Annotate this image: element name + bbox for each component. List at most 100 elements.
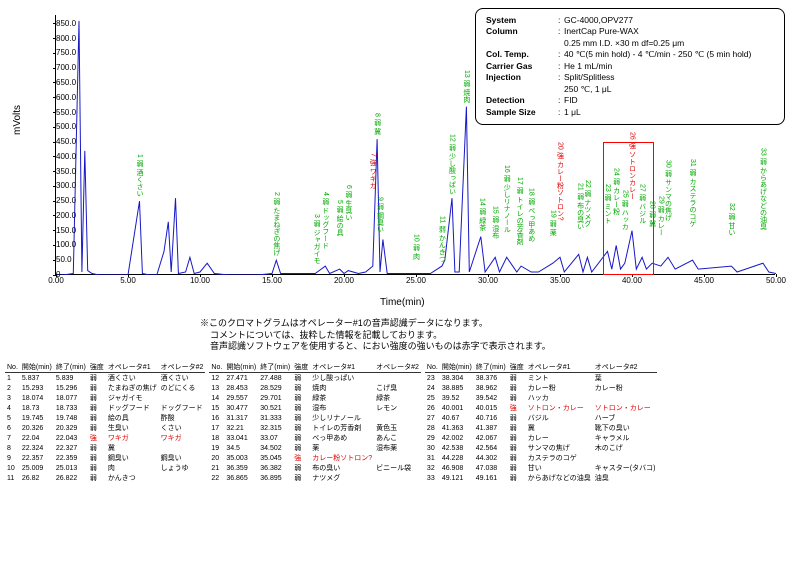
peak-label: 27 弱 バジル — [639, 184, 646, 224]
peak-label: 26 強 ソトロンカレー — [629, 132, 636, 200]
peak-label: 21 弱 布の臭い — [577, 183, 584, 230]
peak-label: 33 弱 からあげなどの油臭 — [760, 148, 767, 230]
table-row: 2942.00242.067弱カレーキャラメル — [425, 433, 657, 443]
table-header: 開始(min) — [440, 362, 474, 373]
peak-label: 3 弱 ジャガイモ — [313, 214, 320, 264]
table-header: 終了(min) — [54, 362, 88, 373]
peak-label: 12 弱 少し酸っぱい — [449, 134, 456, 195]
table-row: 1631.31731.333弱少しリナノール — [209, 413, 421, 423]
table-row: 1530.47730.521弱湿布レモン — [209, 403, 421, 413]
table-row: 1227.47127.488弱少し酸っぱい — [209, 373, 421, 384]
peak-label: 7 強 ワキガ — [369, 153, 376, 189]
peak-label: 19 弱 薬 — [549, 210, 556, 236]
table-row: 1833.04133.07弱べっ甲あめあんこ — [209, 433, 421, 443]
table-header: オペレータ#2 — [374, 362, 421, 373]
peak-label: 1 弱 酒くさい — [136, 154, 143, 197]
peak-label: 6 弱 生臭い — [345, 185, 352, 221]
peak-label: 22 弱 ナツメグ — [584, 180, 591, 227]
peak-label: 9 弱 鋼臭い — [377, 197, 384, 233]
info-row: Column:InertCap Pure-WAX — [486, 26, 774, 37]
table-header: オペレータ#1 — [526, 362, 593, 373]
table-row: 3349.12149.161弱からあげなどの油臭油臭 — [425, 473, 657, 483]
footnote-line: 音声認識ソフトウェアを使用すると、におい強度の強いものは赤字で表示されます。 — [200, 341, 551, 353]
table-header: 終了(min) — [474, 362, 508, 373]
table-row: 1934.534.502弱薬湿布薬 — [209, 443, 421, 453]
peak-label: 31 弱 カステラのコゲ — [689, 159, 696, 227]
table-row: 2035.00335.045強カレー粉ソトロン? — [209, 453, 421, 463]
peak-label: 17 弱 トイレの芳香剤 — [516, 177, 523, 245]
table-header: 強度 — [292, 362, 310, 373]
peak-subtable: No.開始(min)終了(min)強度オペレータ#1オペレータ#21227.47… — [209, 362, 421, 483]
table-row: 2338.30438.376弱ミント葉 — [425, 373, 657, 384]
table-row: 3042.53842.564弱サンマの焦げ木のこげ — [425, 443, 657, 453]
peak-label: 29 弱 カレー — [657, 196, 664, 236]
table-row: 2438.88538.962弱カレー粉カレー粉 — [425, 383, 657, 393]
table-header: オペレータ#1 — [310, 362, 374, 373]
y-axis-label: mVolts — [12, 105, 23, 135]
table-header: 強度 — [88, 362, 106, 373]
peak-label: 2 弱 たまねぎの焦げ — [273, 192, 280, 256]
peak-label: 11 弱 かんきつ — [438, 216, 445, 262]
method-info-box: System:GC-4000,OPV277Column:InertCap Pur… — [475, 8, 785, 125]
table-row: 418.7318.733弱ドッグフードドッグフード — [5, 403, 205, 413]
peak-label: 24 弱 カレー粉 — [613, 168, 620, 215]
table-row: 822.32422.327弱冀 — [5, 443, 205, 453]
info-row: 250 ℃, 1 μL — [486, 84, 774, 95]
peak-label: 8 弱 冀 — [374, 113, 381, 135]
table-row: 620.32620.329弱生臭いくさい — [5, 423, 205, 433]
table-header: 開始(min) — [224, 362, 258, 373]
footnote: ※このクロマトグラムはオペレーター#1の音声認識データになります。 コメントにつ… — [200, 318, 551, 353]
table-row: 922.35722.359弱鋼臭い鋼臭い — [5, 453, 205, 463]
table-row: 2841.36341.387弱冀靴下の臭い — [425, 423, 657, 433]
table-header: オペレータ#2 — [159, 362, 206, 373]
footnote-line: コメントについては、抜粋した情報を記載しております。 — [200, 330, 551, 342]
peak-table: No.開始(min)終了(min)強度オペレータ#1オペレータ#215.8375… — [5, 362, 795, 483]
info-row: Detection:FID — [486, 95, 774, 106]
info-row: Carrier Gas:He 1 mL/min — [486, 61, 774, 72]
peak-label: 23 弱 ミント — [604, 184, 611, 224]
table-row: 1328.45328.529弱焼肉こげ臭 — [209, 383, 421, 393]
peak-label: 4 弱 ドッグフード — [322, 192, 329, 249]
table-row: 15.8375.839弱酒くさい酒くさい — [5, 373, 205, 384]
peak-label: 30 弱 サンマの焦げ — [665, 160, 672, 221]
peak-label: 18 弱 べっ甲あめ — [528, 188, 535, 242]
peak-subtable: No.開始(min)終了(min)強度オペレータ#1オペレータ#215.8375… — [5, 362, 205, 483]
info-row: System:GC-4000,OPV277 — [486, 15, 774, 26]
info-row: Sample Size:1 μL — [486, 107, 774, 118]
table-row: 3144.22844.302弱カステラのコゲ — [425, 453, 657, 463]
table-row: 519.74519.748弱絵の具酢酸 — [5, 413, 205, 423]
info-row: Injection:Split/Splitless — [486, 72, 774, 83]
table-row: 3246.90847.038弱甘いキャスター(タバコ) — [425, 463, 657, 473]
table-row: 2640.00140.015強ソトロン・カレーソトロン・カレー — [425, 403, 657, 413]
table-row: 1025.00925.013弱肉しょうゆ — [5, 463, 205, 473]
table-row: 722.0422.043強ワキガワキガ — [5, 433, 205, 443]
table-row: 215.29315.296弱たまねぎの焦げのどにくる — [5, 383, 205, 393]
peak-label: 10 弱 肉 — [413, 234, 420, 260]
table-row: 318.07418.077弱ジャガイモ — [5, 393, 205, 403]
table-row: 2236.86536.895弱ナツメグ — [209, 473, 421, 483]
peak-label: 25 弱 ハッカ — [621, 190, 628, 230]
peak-label: 14 弱 緑茶 — [479, 198, 486, 231]
table-row: 2539.5239.542弱ハッカ — [425, 393, 657, 403]
peak-label: 28 弱 冀 — [649, 201, 656, 227]
table-row: 2740.6740.716弱バジルハーブ — [425, 413, 657, 423]
table-row: 1429.55729.701弱緑茶緑茶 — [209, 393, 421, 403]
peak-label: 13 弱 焼肉 — [463, 70, 470, 103]
table-header: 開始(min) — [20, 362, 54, 373]
info-row: Col. Temp.:40 ℃(5 min hold) - 4 ℃/min - … — [486, 49, 774, 60]
table-row: 2136.35936.382弱布の臭いビニール袋 — [209, 463, 421, 473]
table-header: 終了(min) — [258, 362, 292, 373]
table-header: 強度 — [508, 362, 526, 373]
peak-label: 32 弱 甘い — [728, 203, 735, 236]
footnote-line: ※このクロマトグラムはオペレーター#1の音声認識データになります。 — [200, 318, 551, 330]
table-header: オペレータ#1 — [106, 362, 159, 373]
table-header: No. — [209, 362, 224, 373]
table-row: 1732.2132.315弱トイレの芳香剤黄色玉 — [209, 423, 421, 433]
peak-subtable: No.開始(min)終了(min)強度オペレータ#1オペレータ#22338.30… — [425, 362, 657, 483]
peak-label: 15 弱 湿布 — [492, 206, 499, 239]
x-axis-label: Time(min) — [380, 297, 425, 308]
peak-label: 20 強 カレー粉ソトロン? — [557, 142, 564, 221]
peak-label: 16 弱 少しリナノール — [503, 165, 510, 233]
table-header: No. — [5, 362, 20, 373]
table-row: 1126.8226.822弱かんきつ — [5, 473, 205, 483]
